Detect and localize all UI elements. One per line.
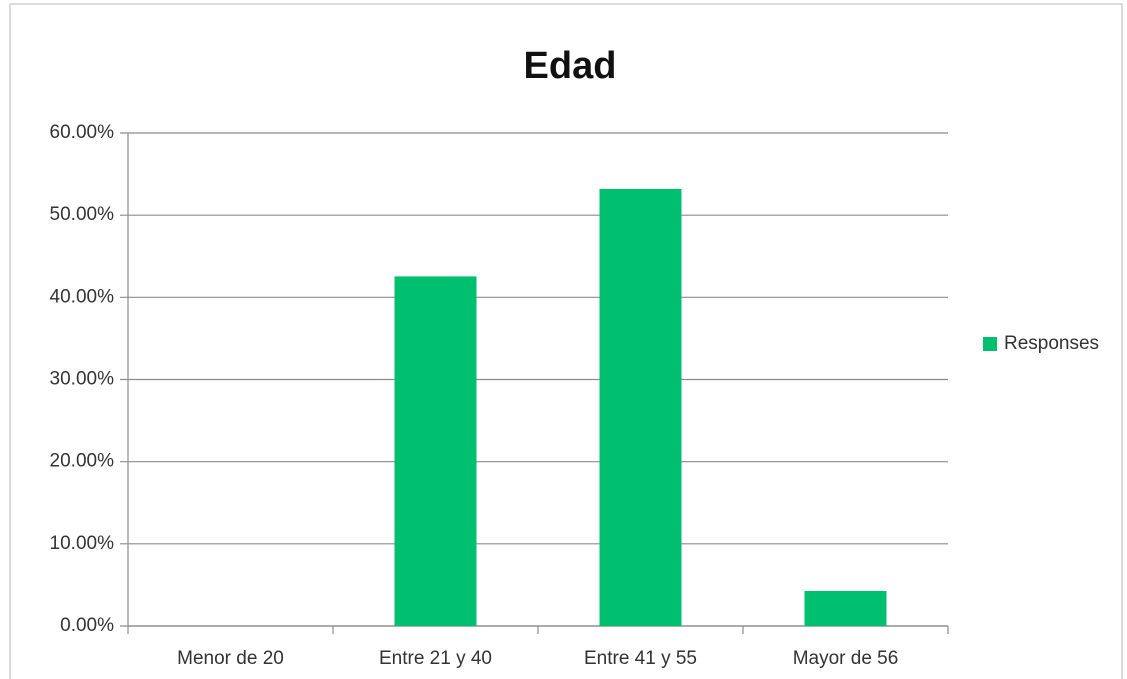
bar bbox=[394, 276, 477, 626]
y-tick-label: 30.00% bbox=[50, 369, 115, 390]
x-tick-label: Menor de 20 bbox=[177, 648, 284, 669]
x-tick-label: Entre 41 y 55 bbox=[584, 648, 697, 669]
y-tick-label: 0.00% bbox=[60, 615, 114, 636]
chart-title: Edad bbox=[524, 45, 617, 87]
y-tick-label: 60.00% bbox=[50, 122, 115, 143]
y-tick-label: 20.00% bbox=[50, 451, 115, 472]
x-tick-label: Entre 21 y 40 bbox=[379, 648, 492, 669]
bar bbox=[804, 590, 887, 626]
legend-label: Responses bbox=[1004, 333, 1099, 354]
bar bbox=[599, 188, 682, 626]
y-tick-label: 50.00% bbox=[50, 204, 115, 225]
y-tick-label: 10.00% bbox=[50, 533, 115, 554]
x-tick-label: Mayor de 56 bbox=[793, 648, 899, 669]
legend-swatch bbox=[983, 337, 997, 351]
chart-frame bbox=[9, 3, 1123, 679]
y-tick-label: 40.00% bbox=[50, 286, 115, 307]
